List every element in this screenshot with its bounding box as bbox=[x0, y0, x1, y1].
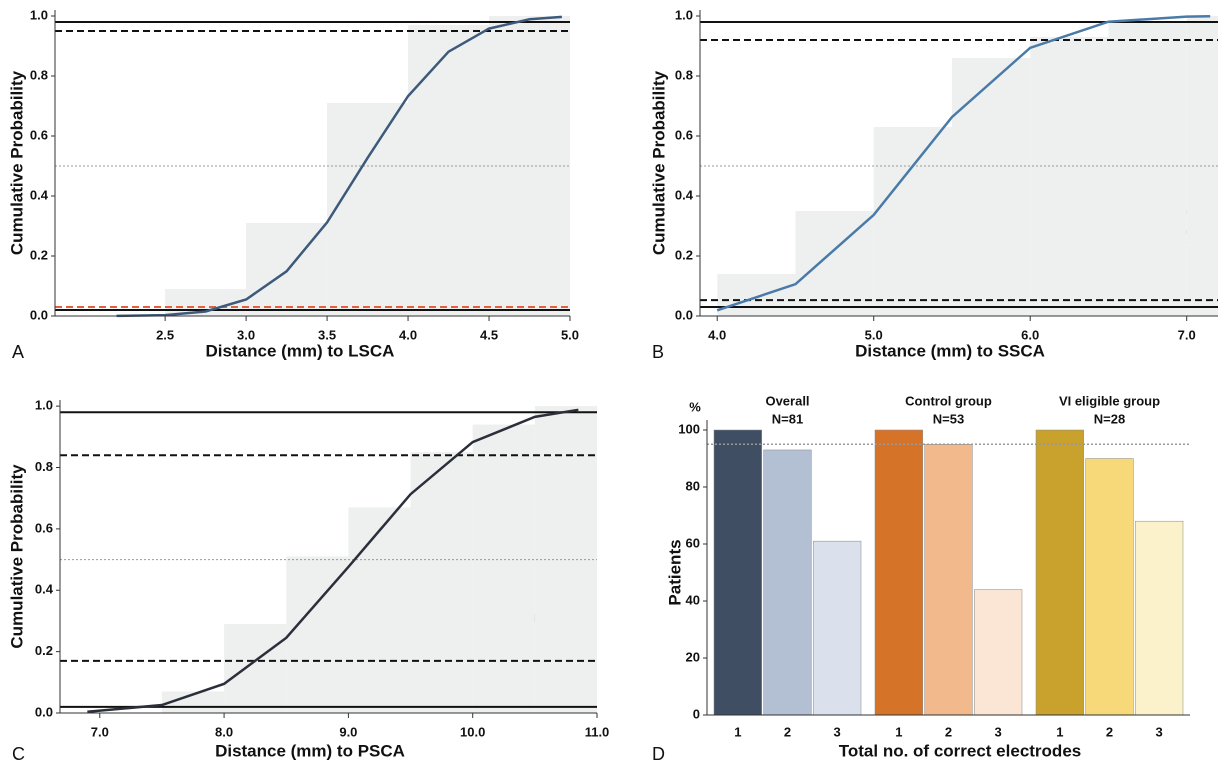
x-tick-label: 8.0 bbox=[215, 724, 233, 739]
x-tick-label: 10.0 bbox=[460, 724, 485, 739]
x-tick-label: 3 bbox=[1156, 724, 1163, 739]
bar bbox=[924, 444, 973, 716]
panel-label: B bbox=[652, 342, 664, 362]
y-tick-label: 0.8 bbox=[35, 459, 53, 474]
group-title: VI eligible group bbox=[1059, 393, 1160, 408]
y-tick-label: 0.6 bbox=[30, 127, 48, 142]
panel-label: D bbox=[652, 744, 665, 764]
y-tick-label: 1.0 bbox=[675, 7, 693, 22]
x-tick-label: 1 bbox=[1056, 724, 1063, 739]
x-axis-title: Distance (mm) to LSCA bbox=[206, 341, 395, 360]
x-tick-label: 4.0 bbox=[399, 327, 417, 342]
bar bbox=[874, 429, 923, 716]
bar bbox=[813, 540, 862, 716]
x-tick-label: 2 bbox=[784, 724, 791, 739]
y-tick-label: 0.4 bbox=[30, 187, 49, 202]
x-tick-label: 1 bbox=[895, 724, 902, 739]
y-tick-label: 0.4 bbox=[675, 187, 694, 202]
group-title: Overall bbox=[765, 393, 809, 408]
y-tick-label: 0.0 bbox=[35, 704, 53, 719]
y-axis-title: Patients bbox=[665, 539, 684, 605]
bar bbox=[1035, 429, 1084, 716]
y-tick-label: 0.2 bbox=[35, 643, 53, 658]
x-tick-label: 3 bbox=[834, 724, 841, 739]
histogram-bar bbox=[348, 507, 411, 713]
histogram-bar bbox=[472, 424, 535, 713]
histogram-bar bbox=[873, 127, 952, 316]
x-tick-label: 2 bbox=[1106, 724, 1113, 739]
x-axis-title: Total no. of correct electrodes bbox=[839, 741, 1081, 760]
y-tick-label: 0.2 bbox=[675, 247, 693, 262]
histogram-bar bbox=[951, 58, 1031, 316]
histogram-bar bbox=[795, 211, 874, 316]
x-tick-label: 5.0 bbox=[865, 327, 883, 342]
histogram-bar bbox=[224, 624, 287, 713]
histogram-bar bbox=[410, 452, 473, 713]
panel-label: A bbox=[12, 342, 24, 362]
x-tick-label: 9.0 bbox=[339, 724, 357, 739]
unit-label: % bbox=[689, 399, 701, 414]
x-tick-label: 5.0 bbox=[561, 327, 579, 342]
y-tick-label: 0.6 bbox=[35, 520, 53, 535]
histogram-bar bbox=[286, 556, 349, 713]
bar bbox=[713, 429, 762, 716]
group-subtitle: N=81 bbox=[772, 411, 803, 426]
y-tick-label: 0.8 bbox=[675, 67, 693, 82]
bar bbox=[974, 589, 1023, 716]
x-tick-label: 4.0 bbox=[708, 327, 726, 342]
histogram-bar bbox=[489, 16, 570, 316]
x-tick-label: 7.0 bbox=[1178, 327, 1196, 342]
y-axis-title: Cumulative Probability bbox=[7, 464, 26, 649]
y-tick-label: 1.0 bbox=[35, 398, 53, 413]
y-tick-label: 1.0 bbox=[30, 7, 48, 22]
y-tick-label: 20 bbox=[686, 649, 700, 664]
y-tick-label: 0.0 bbox=[675, 307, 693, 322]
x-tick-label: 6.0 bbox=[1021, 327, 1039, 342]
x-tick-label: 3 bbox=[995, 724, 1002, 739]
x-tick-label: 3.5 bbox=[318, 327, 336, 342]
y-tick-label: 0.6 bbox=[675, 127, 693, 142]
histogram-bar bbox=[1030, 37, 1109, 316]
x-tick-label: 3.0 bbox=[237, 327, 255, 342]
y-tick-label: 0.4 bbox=[35, 582, 54, 597]
histogram-bar bbox=[1108, 22, 1187, 316]
y-axis-title: Cumulative Probability bbox=[649, 70, 668, 255]
histogram-bar bbox=[717, 274, 796, 316]
y-tick-label: 60 bbox=[686, 535, 700, 550]
cdf-curve bbox=[716, 15, 1211, 312]
x-tick-label: 7.0 bbox=[91, 724, 109, 739]
bar bbox=[1135, 520, 1184, 716]
x-tick-label: 4.5 bbox=[480, 327, 498, 342]
group-subtitle: N=28 bbox=[1094, 411, 1125, 426]
x-axis-title: Distance (mm) to SSCA bbox=[855, 341, 1045, 360]
bar bbox=[763, 449, 812, 716]
cdf-curve bbox=[87, 408, 579, 714]
y-tick-label: 40 bbox=[686, 592, 700, 607]
y-tick-label: 0.2 bbox=[30, 247, 48, 262]
x-tick-label: 2.5 bbox=[156, 327, 174, 342]
bar bbox=[1085, 458, 1134, 716]
y-tick-label: 0.8 bbox=[30, 67, 48, 82]
group-title: Control group bbox=[905, 393, 992, 408]
panel-label: C bbox=[12, 744, 25, 764]
x-tick-label: 2 bbox=[945, 724, 952, 739]
x-axis-title: Distance (mm) to PSCA bbox=[215, 741, 405, 760]
x-tick-label: 1 bbox=[734, 724, 741, 739]
group-subtitle: N=53 bbox=[933, 411, 964, 426]
histogram-bar bbox=[408, 25, 490, 316]
y-tick-label: 100 bbox=[678, 421, 700, 436]
y-axis-title: Cumulative Probability bbox=[7, 70, 26, 255]
y-tick-label: 0 bbox=[693, 706, 700, 721]
y-tick-label: 0.0 bbox=[30, 307, 48, 322]
y-tick-label: 80 bbox=[686, 478, 700, 493]
x-tick-label: 11.0 bbox=[585, 724, 610, 739]
histogram-bar bbox=[327, 103, 409, 316]
cdf-curve bbox=[116, 15, 562, 318]
